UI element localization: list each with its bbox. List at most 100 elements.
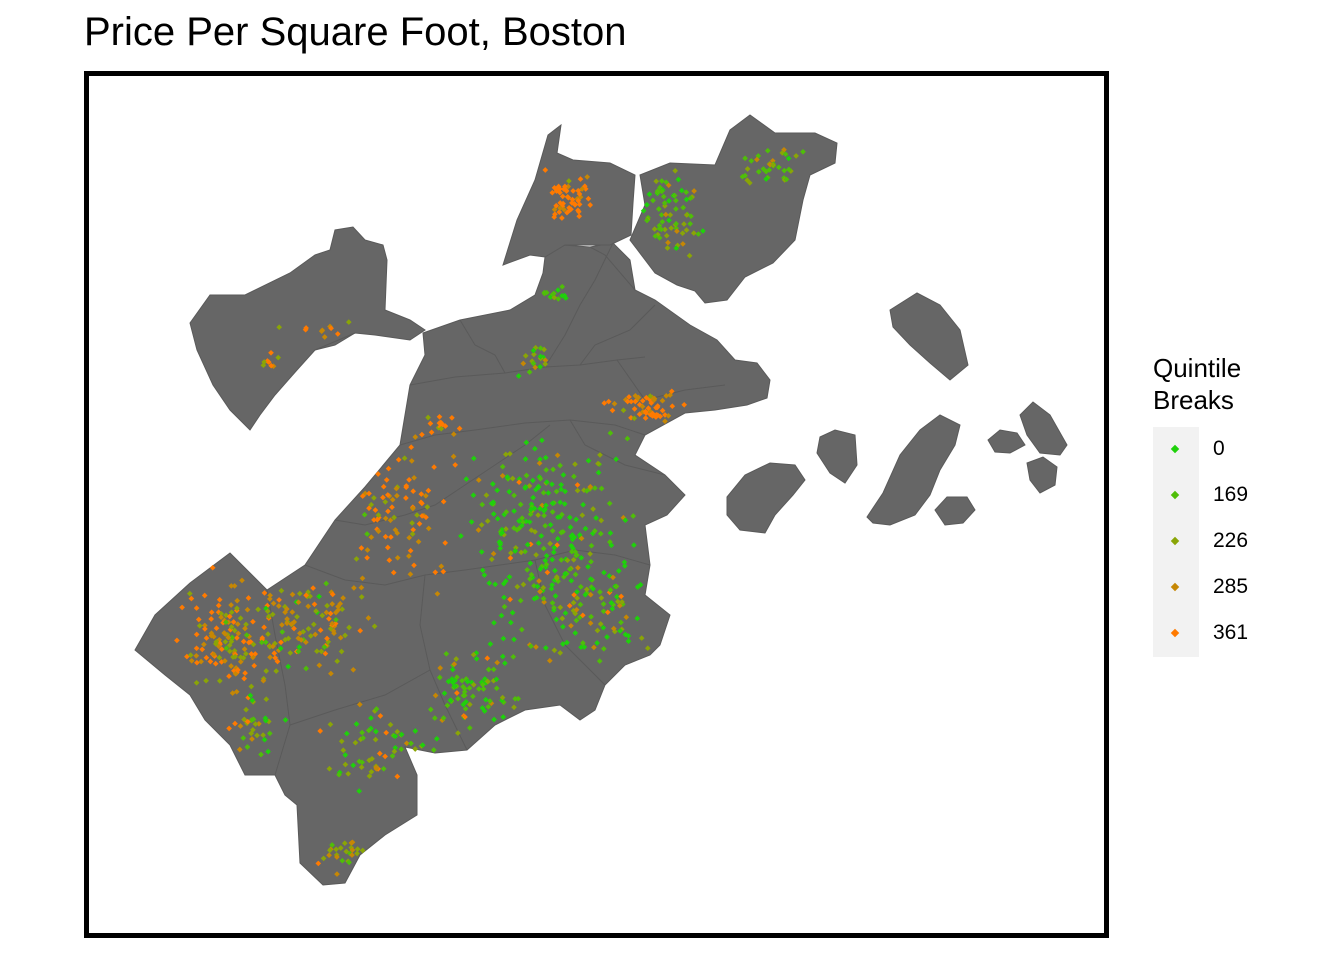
property-point [491,716,497,723]
property-point [535,512,541,518]
property-point [785,155,792,162]
property-point [254,732,260,739]
property-point [549,500,556,507]
property-point [663,232,670,239]
property-point [604,609,611,616]
property-point [234,635,240,641]
property-point [210,651,217,658]
property-point [346,859,352,866]
property-point [592,485,598,491]
property-point [388,534,394,540]
property-point [365,727,372,734]
property-point [536,460,543,467]
property-point [440,498,447,505]
property-point [574,588,580,595]
property-point [673,197,679,204]
property-point [373,728,379,735]
property-point [356,758,363,765]
property-point [770,162,776,168]
property-point [610,625,617,632]
property-point [432,692,439,699]
property-point [506,574,513,580]
property-point [598,595,605,601]
property-point [700,228,706,234]
property-point [516,479,522,486]
property-point [597,621,604,627]
property-point [485,678,491,685]
property-point [482,696,489,703]
property-point [556,209,563,215]
property-point [532,486,539,493]
property-point [337,634,344,641]
property-point [310,621,317,628]
property-point [542,454,549,461]
property-point [359,847,366,854]
property-point [609,407,616,414]
property-point [327,625,334,632]
property-point [642,408,649,415]
property-point [265,631,271,637]
property-point [577,601,584,608]
property-point [622,517,629,524]
property-point [295,635,302,642]
property-point [470,492,477,499]
property-point [458,533,464,539]
property-point [272,655,279,661]
property-point [497,545,504,552]
property-point [243,706,249,713]
property-point [553,488,560,495]
property-point [507,555,514,561]
property-point [218,646,225,653]
property-point [338,738,345,745]
property-point [350,666,357,673]
property-point [665,182,672,189]
property-point [559,615,566,622]
property-point [686,252,693,259]
property-point [600,645,607,652]
property-point [624,435,631,442]
property-point [248,651,255,657]
property-point [499,694,506,701]
property-point [485,703,492,710]
property-point [372,507,379,513]
property-point [744,166,751,172]
property-point [543,552,550,559]
property-point [565,183,572,190]
property-point [494,515,501,522]
property-point [628,398,635,405]
property-point [228,638,235,645]
property-point [226,613,233,620]
property-point [555,287,561,293]
property-point [327,847,333,854]
property-point [461,688,468,695]
property-point [537,588,543,595]
property-point [543,502,549,509]
property-point [646,191,653,198]
property-point [333,846,339,853]
property-point [212,641,219,647]
property-point [266,596,273,602]
property-point [653,414,659,420]
property-point [604,634,610,640]
property-point [526,483,533,489]
property-point [654,188,661,194]
property-point [568,622,574,629]
property-point [366,757,373,764]
property-point [450,431,457,438]
property-point [385,465,392,472]
property-point [617,628,623,634]
property-point [607,430,614,436]
property-point [500,635,507,642]
property-point [638,635,645,641]
property-point [588,542,595,549]
property-point [479,501,486,508]
property-point [566,204,572,211]
property-point [509,475,516,482]
property-point [616,602,623,609]
property-point [659,407,666,414]
property-point [343,730,350,737]
property-point [241,716,248,723]
property-point [333,616,339,623]
property-point [328,325,334,332]
property-point [450,453,457,460]
